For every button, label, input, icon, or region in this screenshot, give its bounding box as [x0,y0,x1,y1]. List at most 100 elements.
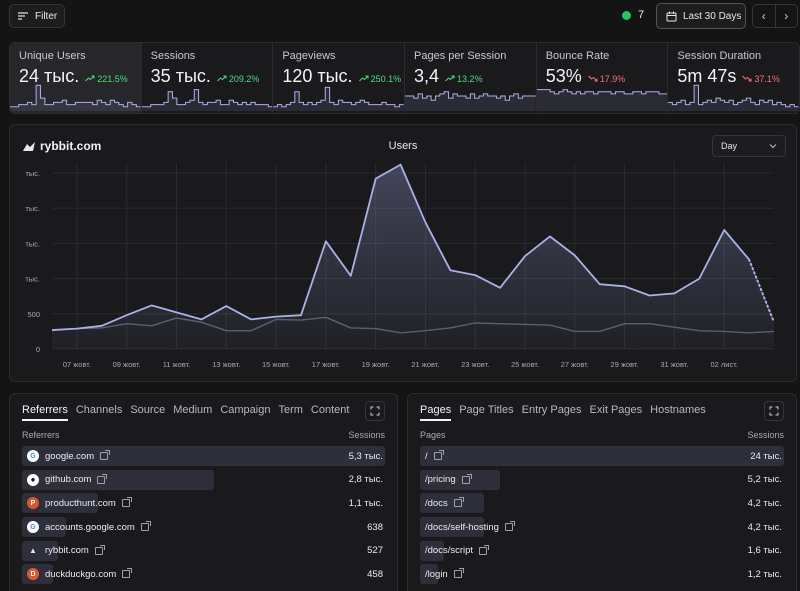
metric-sparkline [141,89,273,111]
external-link-icon[interactable] [479,544,490,555]
tab-term[interactable]: Term [278,404,303,416]
metric-card-session-duration[interactable]: Session Duration 5m 47s 37.1% [668,43,799,113]
date-nav: ‹ › [752,4,798,28]
list-item[interactable]: ▲ rybbit.com 527 [22,540,385,561]
metric-card-unique-users[interactable]: Unique Users 24 тыс. 221.5% [10,43,142,113]
tab-campaign[interactable]: Campaign [220,404,271,416]
item-label: /docs/script [425,545,474,557]
list-item[interactable]: /docs/script 1,6 тыс. [420,540,784,561]
referrers-tabs: Referrers Channels Source Medium Campaign Ter… [22,404,349,421]
share-bar [22,540,59,561]
x-tick-label: 09 жовт. [113,360,141,369]
tab-entry-pages[interactable]: Entry Pages [521,404,582,416]
tab-hostnames[interactable]: Hostnames [650,404,706,416]
item-value: 5,2 тыс. [747,474,782,486]
sparkline-area [536,89,668,111]
metric-card-sessions[interactable]: Sessions 35 тыс. 209.2% [141,43,274,113]
tab-page-titles[interactable]: Page Titles [459,404,514,416]
trend-up-icon [358,75,369,82]
metric-sparkline [405,91,536,111]
external-link-icon[interactable] [94,544,105,555]
date-range-button[interactable]: Last 30 Days [656,3,746,29]
x-tick-label: 19 жовт. [362,360,390,369]
filter-button[interactable]: Filter [9,4,65,28]
expand-button[interactable] [365,401,385,421]
pages-panel: Pages Page Titles Entry Pages Exit Pages Hos… [407,393,797,591]
tab-medium[interactable]: Medium [173,404,213,416]
tab-content[interactable]: Content [310,404,350,416]
referrers-panel: Referrers Channels Source Medium Campaign Ter… [9,393,398,591]
item-value: 527 [367,545,383,557]
tab-channels[interactable]: Channels [75,404,123,416]
external-link-icon[interactable] [122,568,133,579]
col-label-sessions: Sessions [348,430,385,440]
tab-pages[interactable]: Pages [420,404,452,421]
expand-icon [370,406,380,416]
item-label-group: / [420,450,444,462]
metric-sparkline [668,84,799,111]
item-label: accounts.google.com [45,521,135,533]
list-item[interactable]: /docs 4,2 тыс. [420,493,784,514]
x-tick-label: 25 жовт. [511,360,539,369]
list-item[interactable]: /login 1,2 тыс. [420,564,784,585]
item-value: 1,2 тыс. [747,568,782,580]
metric-card-bounce-rate[interactable]: Bounce Rate 53% 17.9% [536,43,669,113]
chevron-down-icon [769,144,777,149]
external-link-icon[interactable] [453,497,464,508]
y-tick-label: 0 [36,345,40,354]
metric-change-value: 13.2% [457,73,483,84]
sparkline-area [273,87,405,111]
metric-card-pages-per-session[interactable]: Pages per Session 3,4 13.2% [405,43,537,113]
granularity-select[interactable]: Day [712,135,786,157]
metric-value-row: 3,4 13.2% [414,66,527,87]
item-label-group: /docs/self-hosting [420,521,515,533]
sparkline-line [668,84,799,108]
external-link-icon[interactable] [461,473,472,484]
list-item[interactable]: /docs/self-hosting 4,2 тыс. [420,517,784,538]
list-item[interactable]: ● github.com 2,8 тыс. [22,469,385,490]
external-link-icon[interactable] [433,450,444,460]
trend-up-icon [217,75,227,82]
share-bar [420,469,501,490]
metric-label: Pageviews [282,50,336,62]
expand-button[interactable] [764,401,784,421]
tab-source[interactable]: Source [130,404,166,416]
expand-icon [769,406,779,416]
metric-change-value: 250.1% [370,73,402,84]
live-visitors: 7 [622,9,644,21]
metric-sparkline [10,84,141,111]
external-link-icon[interactable] [453,568,464,579]
tab-referrers[interactable]: Referrers [22,404,68,421]
list-item[interactable]: / 24 тыс. [420,446,784,466]
metric-label: Bounce Rate [545,50,610,62]
chevron-left-icon[interactable]: ‹ [753,5,776,27]
external-link-icon[interactable] [504,521,515,532]
external-link-icon[interactable] [121,497,132,508]
external-link-icon[interactable] [140,521,151,532]
item-label: /docs/self-hosting [425,521,499,533]
google-icon: G [27,450,39,462]
metric-value: 5m 47s [677,66,737,86]
external-link-icon[interactable] [97,473,108,484]
item-label-group: /docs/script [420,544,490,557]
metric-value: 35 тыс. [150,66,211,86]
duckduckgo-icon: D [27,568,39,581]
tab-exit-pages[interactable]: Exit Pages [589,404,643,416]
x-tick-label: 02 лист. [710,360,737,369]
metric-label: Pages per Session [414,50,507,62]
x-tick-label: 11 жовт. [163,360,191,369]
list-item[interactable]: /pricing 5,2 тыс. [420,469,784,490]
item-value: 5,3 тыс. [348,450,383,462]
share-bar [22,493,99,514]
metric-change: 37.1% [742,74,780,84]
metric-card-pageviews[interactable]: Pageviews 120 тыс. 250.1% [273,43,406,113]
share-bar [22,469,215,490]
external-link-icon[interactable] [100,450,111,460]
col-label-sessions: Sessions [747,430,784,440]
chevron-right-icon[interactable]: › [784,9,789,23]
